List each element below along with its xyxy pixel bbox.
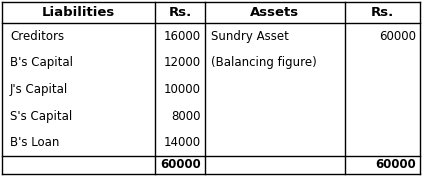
Text: S's Capital: S's Capital: [10, 110, 72, 123]
Text: Assets: Assets: [250, 6, 299, 19]
Text: Liabilities: Liabilities: [42, 6, 115, 19]
Text: (Balancing figure): (Balancing figure): [211, 56, 317, 69]
Text: 60000: 60000: [379, 30, 416, 43]
Text: Rs.: Rs.: [371, 6, 394, 19]
Text: Sundry Asset: Sundry Asset: [211, 30, 289, 43]
Text: B's Capital: B's Capital: [10, 56, 73, 69]
Text: Creditors: Creditors: [10, 30, 64, 43]
Text: 60000: 60000: [375, 159, 416, 171]
Text: 10000: 10000: [164, 83, 201, 96]
Text: 16000: 16000: [164, 30, 201, 43]
Text: J's Capital: J's Capital: [10, 83, 68, 96]
Text: Rs.: Rs.: [168, 6, 192, 19]
Text: B's Loan: B's Loan: [10, 136, 59, 149]
Text: 12000: 12000: [164, 56, 201, 69]
Text: 60000: 60000: [160, 159, 201, 171]
Text: 8000: 8000: [171, 110, 201, 123]
Text: 14000: 14000: [164, 136, 201, 149]
